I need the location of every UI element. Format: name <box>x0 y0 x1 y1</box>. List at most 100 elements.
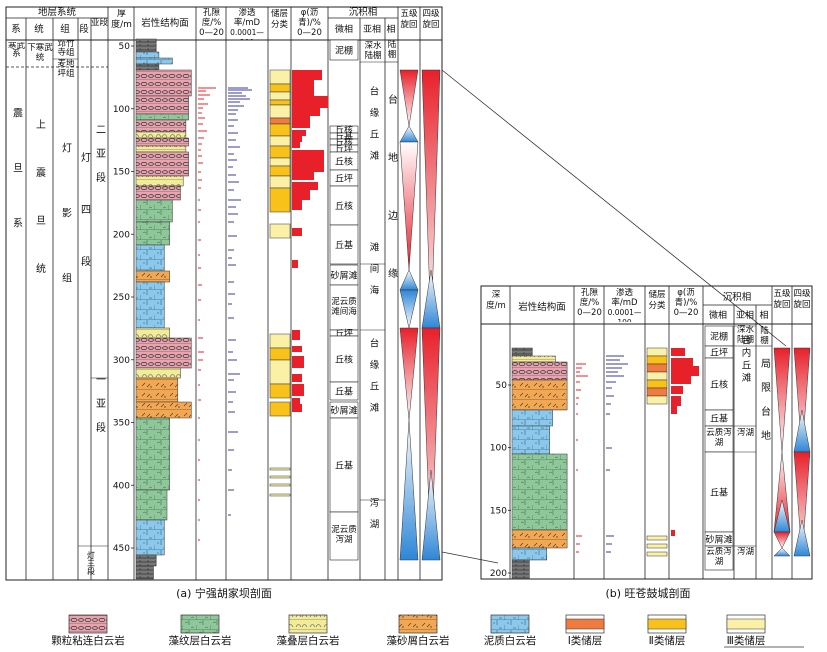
legend-label: Ⅰ类储层 <box>568 634 603 647</box>
microfacies-box <box>329 511 359 561</box>
facies-label-wrap: 陆棚 <box>388 40 397 60</box>
cycle5-triangle <box>773 347 791 453</box>
microfacies-box <box>329 381 359 401</box>
legend-swatch <box>180 614 220 634</box>
cycle-columns-b <box>773 347 811 557</box>
panel-b: 深度/m 岩性结构面 孔隙度/%0—20 渗透率/mD0.0001—100 储层… <box>480 285 813 600</box>
hdr-cyc4: 四级旋回 <box>422 9 440 30</box>
legend-swatch-band <box>565 618 605 630</box>
reservoir-class-block <box>646 371 668 381</box>
cycle4-triangle <box>421 269 441 329</box>
depth-tick-label: 250 <box>113 293 130 303</box>
subfacies-label-wrap: 深水陆棚 <box>737 325 754 345</box>
hdr-b-lithology: 岩性结构面 <box>518 301 566 313</box>
hdr-b-cyc5: 五级旋回 <box>773 289 791 310</box>
lithology-layer <box>511 355 556 363</box>
reservoir-class-block <box>269 135 291 147</box>
reservoir-class-block <box>269 145 291 159</box>
asphalt-bar <box>292 346 302 352</box>
lithology-layer <box>135 367 181 379</box>
facies-label: 局限台地 <box>759 358 771 454</box>
microfacies-label: 丘坪 <box>335 144 353 155</box>
hdr-subfacies: 亚相 <box>363 23 381 35</box>
reservoir-class-block <box>269 383 291 399</box>
reservoir-class-block <box>269 91 291 101</box>
hdr-b-res-class: 储层分类 <box>648 290 666 311</box>
microfacies-box <box>329 284 359 331</box>
asphalt-bar <box>292 172 314 180</box>
lithology-layer <box>135 151 189 177</box>
asphalt-bar <box>292 150 324 172</box>
lithology-layer <box>135 565 154 580</box>
lithology-layer <box>511 347 533 357</box>
microfacies-label: 丘坪 <box>335 329 353 340</box>
reservoir-class-block <box>646 395 668 405</box>
strat-dengying: 灯影组 <box>60 142 72 337</box>
reservoir-class-block <box>269 104 291 119</box>
hdr-b-subfacies: 亚相 <box>736 309 754 321</box>
lithology-layer <box>511 547 548 561</box>
subfacies-label-wrap: 泻湖 <box>736 547 754 557</box>
legend-label: 颗粒粘连白云岩 <box>51 634 125 647</box>
lithology-layer <box>135 137 189 147</box>
reservoir-class-block <box>646 355 668 365</box>
strat-upper-sinian: 上震旦统 <box>34 119 46 311</box>
reservoir-class-block <box>269 359 291 385</box>
hdr-perm-range: 0.0001—100 <box>230 28 264 40</box>
reservoir-class-block <box>269 223 291 239</box>
asphalt-bar <box>292 200 302 210</box>
depth-tick-label: 150 <box>113 168 130 178</box>
lithology-layer <box>135 417 170 491</box>
subfacies-label: 深水陆棚 <box>364 41 382 61</box>
hdr-b-microfacies: 微相 <box>709 309 727 321</box>
depth-tick-label: 350 <box>113 419 130 429</box>
cycle5-triangle <box>773 547 791 557</box>
asphalt-bar <box>292 96 328 108</box>
microfacies-label: 丘基 <box>335 386 353 398</box>
microfacies-box <box>329 185 359 226</box>
reservoir-class-block <box>269 493 291 497</box>
microfacies-label: 泥云质泻湖 <box>331 525 357 545</box>
caption-a: (a) 宁强胡家坝剖面 <box>176 586 272 600</box>
asphalt-bar <box>292 384 304 396</box>
reservoir-class-block <box>269 165 291 177</box>
reservoir-class-block <box>646 551 668 557</box>
microfacies-box <box>704 451 734 533</box>
strat-deng4: 灯四段 <box>79 152 91 308</box>
reservoir-class-block <box>269 187 291 213</box>
cycle5-triangle <box>399 141 419 271</box>
asphalt-bar <box>292 70 322 80</box>
connector-top <box>441 69 787 347</box>
lithology-layer <box>511 379 568 411</box>
microfacies-label: 丘坪 <box>335 174 353 185</box>
asphalt-bar <box>292 228 302 236</box>
strat-sub1: 一亚段 <box>94 374 106 446</box>
lithology-layer <box>135 337 192 369</box>
subfacies-label: 台缘丘滩 <box>368 85 380 172</box>
depth-axis-a: 50 100 150 200 250 300 350 400 450 <box>113 42 134 554</box>
asphalt-bar <box>292 190 310 200</box>
microfacies-label: 丘基 <box>335 239 353 251</box>
cycle4-triangle <box>793 519 811 557</box>
porosity-bars-b <box>576 363 588 553</box>
hdr-cyc5: 五级旋回 <box>400 9 418 30</box>
asphalt-bar <box>292 80 314 96</box>
lithology-column-a <box>135 38 192 580</box>
asphalt-bar <box>292 330 300 340</box>
asphalt-bar <box>292 108 320 116</box>
legend-swatch-band <box>647 618 687 630</box>
subfacies-label: 台缘丘滩 <box>368 337 380 424</box>
strat-maidiping: 麦地坪组 <box>57 59 75 79</box>
hdr-res-class: 储层分类 <box>270 9 288 30</box>
hdr-perm: 渗透率/mD <box>233 8 261 28</box>
microfacies-label: 丘坪 <box>710 348 728 359</box>
hdr-b-depth: 深度/m <box>486 290 506 311</box>
subfacies-label: 泻湖 <box>736 547 754 557</box>
depth-tick-label: 100 <box>113 105 130 115</box>
microfacies-label: 丘基 <box>710 487 728 499</box>
reservoir-class-block <box>269 123 291 137</box>
hdr-asp-range: 0—20 <box>297 28 322 38</box>
legend-swatch <box>288 614 328 634</box>
asphalt-bar <box>671 386 683 394</box>
hdr-b-facies: 相 <box>759 309 768 321</box>
